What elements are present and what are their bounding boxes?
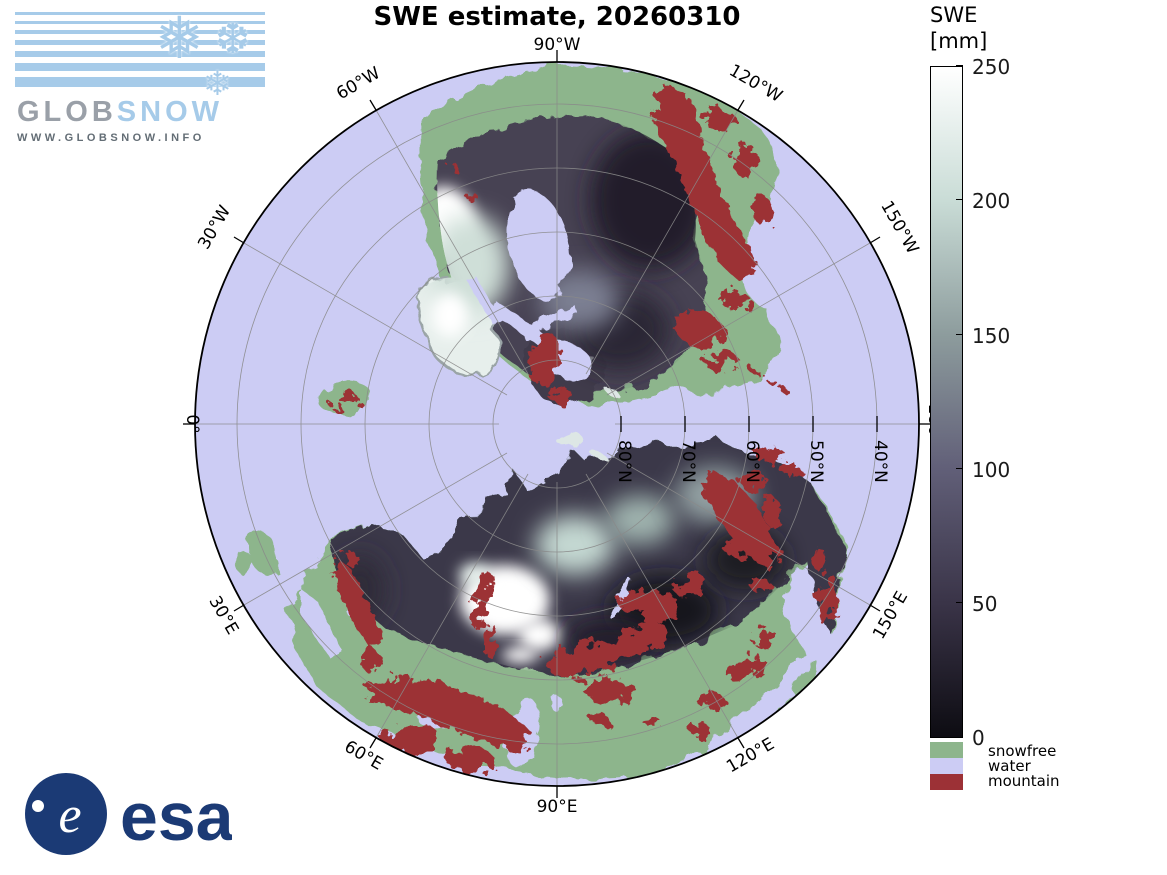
lon-label-30w: 30°W: [194, 202, 235, 253]
lat-label-70n: 70°N: [678, 440, 698, 483]
colorbar-tick: [956, 65, 963, 66]
globsnow-wordmark-glob: GLOB: [17, 96, 117, 128]
esa-logo: e esa: [25, 773, 232, 855]
lon-label-60e: 60°E: [341, 737, 386, 775]
colorbar-gradient: [931, 67, 962, 737]
colorbar-tick: [956, 334, 963, 335]
legend-swatch-water: [930, 758, 963, 774]
map-border: [194, 61, 920, 787]
lon-label-120w: 120°W: [725, 61, 785, 107]
inland-waters: [300, 190, 817, 767]
legend-label-snowfree: snowfree: [988, 742, 1057, 760]
hudson-bay: [506, 190, 570, 300]
legend-swatch-snowfree: [930, 742, 963, 758]
lon-label-90e: 90°E: [537, 797, 578, 817]
colorbar-tick-label: 150: [972, 324, 1011, 348]
esa-emblem: [25, 773, 107, 855]
aleutian-islands: [728, 360, 762, 384]
axis-ticks: [183, 50, 931, 798]
snowflake-icon: ❅: [155, 4, 204, 72]
lat-label-60n: 60°N: [742, 440, 762, 483]
colorbar: [930, 66, 963, 738]
colorbar-title-line2: [mm]: [930, 29, 988, 53]
lat-label-50n: 50°N: [806, 440, 826, 483]
legend-swatch-mountain: [930, 774, 963, 790]
colorbar-title: SWE [mm]: [930, 2, 987, 54]
colorbar-tick-label: 0: [972, 726, 985, 750]
aral-sea: [549, 696, 563, 710]
colorbar-tick: [956, 737, 963, 738]
lon-label-90w: 90°W: [534, 35, 581, 55]
lat-label-40n: 40°N: [870, 440, 890, 483]
esa-wordmark: esa: [120, 779, 232, 855]
globsnow-wordmark: GLOBSNOW: [17, 96, 223, 129]
britain-island: [246, 528, 278, 576]
colorbar-tick: [956, 468, 963, 469]
esa-emblem-letter: e: [58, 787, 81, 844]
ireland-island: [235, 550, 251, 574]
legend-label-mountain: mountain: [988, 772, 1060, 790]
lon-label-0: 0°: [182, 414, 202, 433]
japan-island: [793, 661, 819, 695]
mountain-mask: [332, 66, 837, 772]
logo-stripes: [15, 12, 265, 93]
globsnow-wordmark-snow: SNOW: [116, 96, 223, 128]
colorbar-tick: [956, 199, 963, 200]
lon-label-30e: 30°E: [204, 593, 242, 638]
baltic-sea: [300, 588, 344, 660]
snowflake-icon: ❄: [203, 64, 232, 104]
colorbar-tick: [956, 602, 963, 603]
colorbar-tick-label: 100: [972, 458, 1011, 482]
lon-label-60w: 60°W: [333, 63, 384, 104]
globsnow-url: WWW.GLOBSNOW.INFO: [17, 132, 205, 144]
snowflake-icon: ❆: [215, 14, 251, 63]
lat-label-80n: 80°N: [614, 440, 634, 483]
esa-emblem-dot: [32, 800, 44, 812]
legend-label-water: water: [988, 757, 1031, 775]
lon-label-150w: 150°W: [876, 197, 922, 257]
colorbar-tick-label: 50: [972, 592, 998, 616]
colorbar-tick-label: 250: [972, 55, 1011, 79]
page-title: SWE estimate, 20260310: [373, 2, 741, 32]
globsnow-logo: ❅ ❆ ❄ GLOBSNOW WWW.GLOBSNOW.INFO: [15, 4, 267, 150]
sea-of-okhotsk: [783, 572, 817, 628]
colorbar-title-line1: SWE: [930, 3, 978, 27]
colorbar-tick-label: 200: [972, 189, 1011, 213]
latitude-labels: 80°N 70°N 60°N 50°N 40°N: [614, 440, 890, 483]
